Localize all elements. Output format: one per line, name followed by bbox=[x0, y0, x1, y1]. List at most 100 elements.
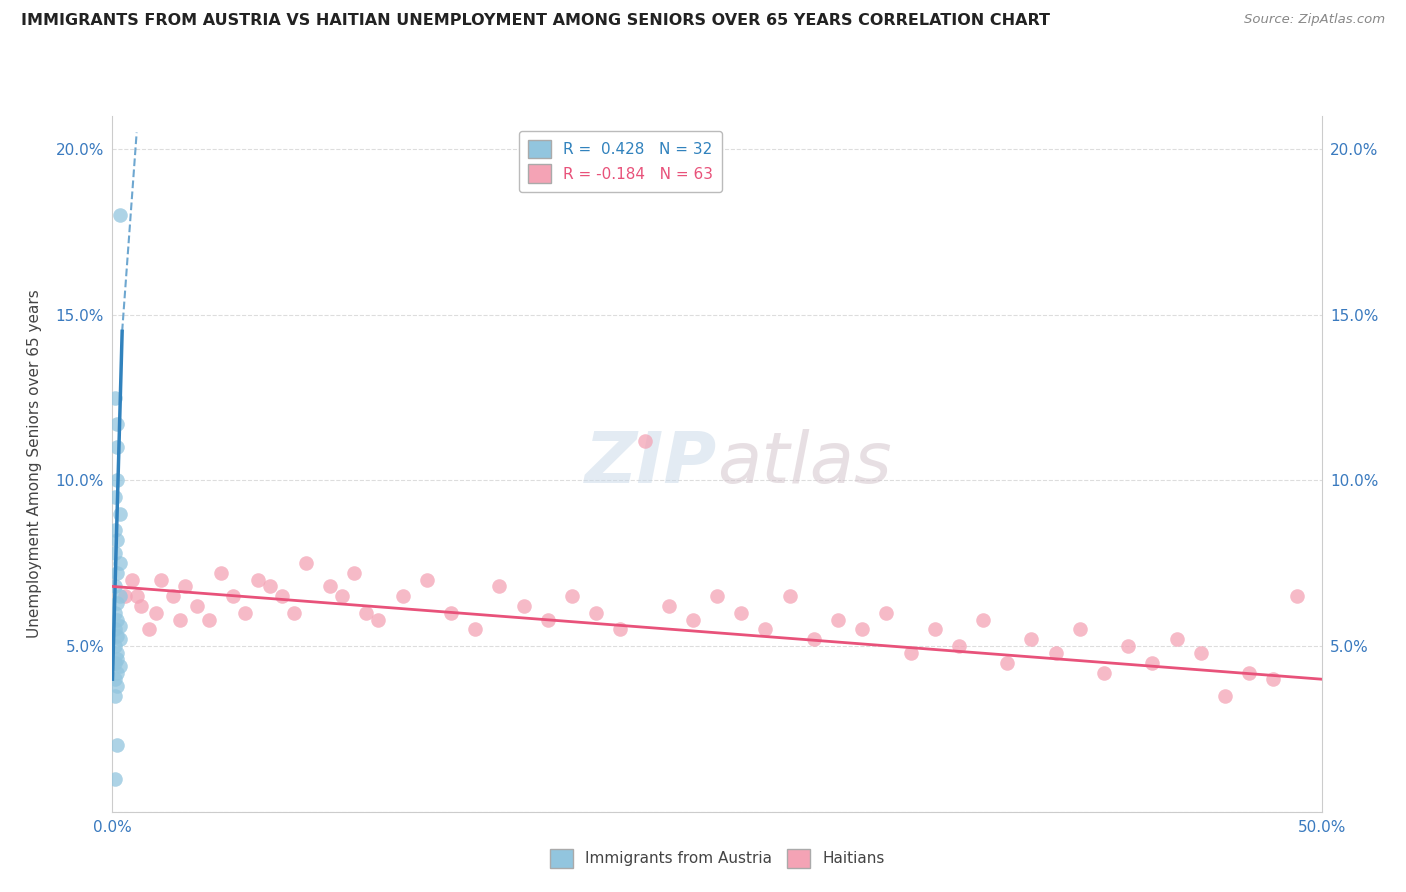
Point bbox=[104, 523, 127, 537]
Point bbox=[104, 656, 127, 670]
Point bbox=[1213, 689, 1236, 703]
Point bbox=[537, 613, 560, 627]
Point bbox=[464, 623, 486, 637]
Point bbox=[104, 689, 127, 703]
Point bbox=[105, 646, 128, 660]
Point bbox=[1263, 672, 1285, 686]
Point bbox=[114, 590, 136, 604]
Point bbox=[295, 556, 318, 570]
Point bbox=[356, 606, 378, 620]
Point bbox=[105, 629, 128, 643]
Point bbox=[108, 208, 131, 222]
Point bbox=[609, 623, 631, 637]
Point bbox=[105, 652, 128, 666]
Point bbox=[105, 613, 128, 627]
Point bbox=[222, 590, 245, 604]
Point bbox=[706, 590, 728, 604]
Point bbox=[198, 613, 221, 627]
Point bbox=[319, 579, 342, 593]
Point bbox=[108, 507, 131, 521]
Point bbox=[875, 606, 897, 620]
Point bbox=[658, 599, 681, 614]
Point bbox=[1189, 646, 1212, 660]
Point bbox=[754, 623, 776, 637]
Point bbox=[108, 632, 131, 647]
Point bbox=[561, 590, 583, 604]
Point bbox=[104, 639, 127, 653]
Point bbox=[1021, 632, 1043, 647]
Point bbox=[105, 417, 128, 431]
Point bbox=[104, 391, 127, 405]
Point bbox=[440, 606, 463, 620]
Text: ZIP: ZIP bbox=[585, 429, 717, 499]
Point bbox=[330, 590, 353, 604]
Point bbox=[235, 606, 257, 620]
Point bbox=[105, 474, 128, 488]
Point bbox=[246, 573, 269, 587]
Point bbox=[138, 623, 160, 637]
Point bbox=[948, 639, 970, 653]
Point bbox=[851, 623, 873, 637]
Point bbox=[283, 606, 305, 620]
Point bbox=[145, 606, 167, 620]
Point bbox=[1166, 632, 1188, 647]
Point bbox=[105, 679, 128, 693]
Point bbox=[633, 434, 655, 448]
Point bbox=[105, 665, 128, 680]
Point bbox=[900, 646, 922, 660]
Point bbox=[512, 599, 534, 614]
Point bbox=[125, 590, 148, 604]
Point bbox=[1092, 665, 1115, 680]
Point bbox=[162, 590, 184, 604]
Point bbox=[174, 579, 197, 593]
Point bbox=[149, 573, 172, 587]
Point bbox=[585, 606, 607, 620]
Legend: Immigrants from Austria, Haitians: Immigrants from Austria, Haitians bbox=[544, 843, 890, 873]
Point bbox=[1116, 639, 1139, 653]
Point bbox=[209, 566, 232, 581]
Point bbox=[1286, 590, 1309, 604]
Point bbox=[104, 490, 127, 504]
Point bbox=[972, 613, 994, 627]
Point bbox=[104, 579, 127, 593]
Point bbox=[730, 606, 752, 620]
Point bbox=[105, 739, 128, 753]
Y-axis label: Unemployment Among Seniors over 65 years: Unemployment Among Seniors over 65 years bbox=[27, 290, 42, 638]
Point bbox=[270, 590, 292, 604]
Point bbox=[682, 613, 704, 627]
Point bbox=[803, 632, 825, 647]
Point bbox=[104, 772, 127, 786]
Point bbox=[779, 590, 801, 604]
Point bbox=[1069, 623, 1091, 637]
Point bbox=[104, 623, 127, 637]
Point bbox=[108, 556, 131, 570]
Point bbox=[105, 440, 128, 454]
Text: atlas: atlas bbox=[717, 429, 891, 499]
Point bbox=[104, 606, 127, 620]
Point bbox=[104, 672, 127, 686]
Point bbox=[367, 613, 389, 627]
Point bbox=[105, 533, 128, 547]
Point bbox=[108, 659, 131, 673]
Point bbox=[169, 613, 191, 627]
Point bbox=[1045, 646, 1067, 660]
Point bbox=[924, 623, 946, 637]
Point bbox=[121, 573, 143, 587]
Text: Source: ZipAtlas.com: Source: ZipAtlas.com bbox=[1244, 13, 1385, 27]
Point bbox=[186, 599, 208, 614]
Point bbox=[416, 573, 439, 587]
Text: IMMIGRANTS FROM AUSTRIA VS HAITIAN UNEMPLOYMENT AMONG SENIORS OVER 65 YEARS CORR: IMMIGRANTS FROM AUSTRIA VS HAITIAN UNEMP… bbox=[21, 13, 1050, 29]
Point bbox=[105, 596, 128, 610]
Point bbox=[108, 619, 131, 633]
Point bbox=[488, 579, 510, 593]
Point bbox=[995, 656, 1018, 670]
Point bbox=[391, 590, 413, 604]
Point bbox=[104, 546, 127, 560]
Point bbox=[827, 613, 849, 627]
Point bbox=[131, 599, 153, 614]
Point bbox=[259, 579, 281, 593]
Point bbox=[105, 566, 128, 581]
Point bbox=[1237, 665, 1260, 680]
Point bbox=[343, 566, 366, 581]
Point bbox=[108, 590, 131, 604]
